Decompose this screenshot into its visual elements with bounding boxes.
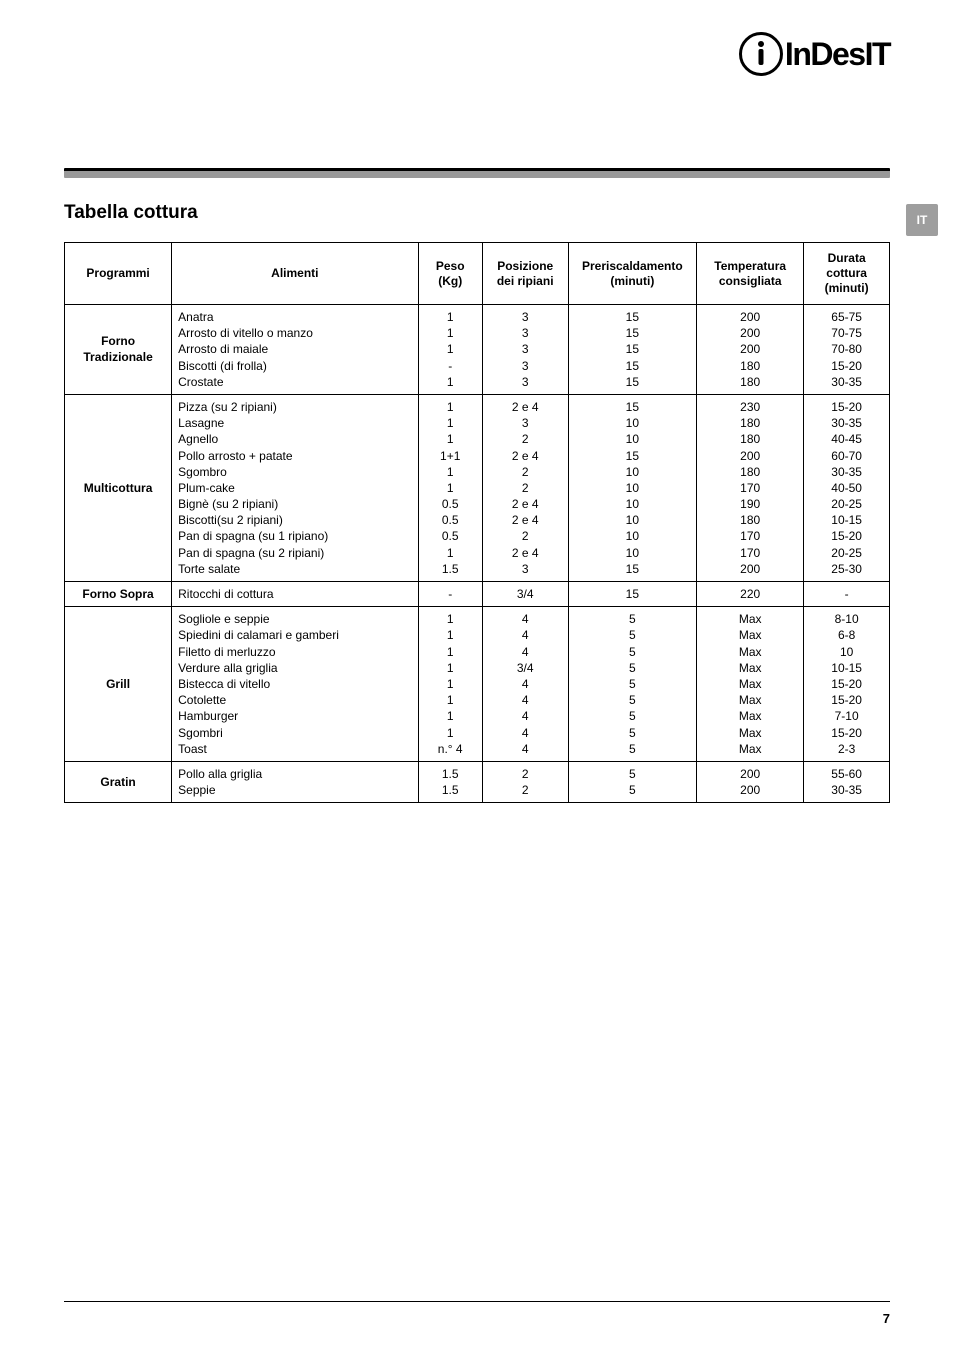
- alimenti-cell: Pizza (su 2 ripiani) Lasagne Agnello Pol…: [172, 394, 418, 581]
- durata-cell: 15-20 30-35 40-45 60-70 30-35 40-50 20-2…: [804, 394, 890, 581]
- top-rule: [64, 168, 890, 178]
- alimenti-cell: Pollo alla griglia Seppie: [172, 761, 418, 802]
- cooking-table: Programmi Alimenti Peso (Kg) Posizione d…: [64, 242, 890, 803]
- alimenti-cell: Sogliole e seppie Spiedini di calamari e…: [172, 607, 418, 762]
- header-durata: Durata cottura (minuti): [804, 243, 890, 305]
- table-row: Forno TradizionaleAnatra Arrosto di vite…: [65, 305, 890, 395]
- header-peso: Peso (Kg): [418, 243, 482, 305]
- bottom-rule: [64, 1301, 890, 1302]
- preriscaldamento-cell: 5 5 5 5 5 5 5 5 5: [568, 607, 697, 762]
- table-row: Forno SopraRitocchi di cottura-3/415220-: [65, 582, 890, 607]
- peso-cell: 1 1 1 1+1 1 1 0.5 0.5 0.5 1 1.5: [418, 394, 482, 581]
- preriscaldamento-cell: 15: [568, 582, 697, 607]
- posizione-cell: 2 e 4 3 2 2 e 4 2 2 2 e 4 2 e 4 2 2 e 4 …: [482, 394, 568, 581]
- posizione-cell: 4 4 4 3/4 4 4 4 4 4: [482, 607, 568, 762]
- preriscaldamento-cell: 15 10 10 15 10 10 10 10 10 10 15: [568, 394, 697, 581]
- program-cell: Grill: [65, 607, 172, 762]
- header-alimenti: Alimenti: [172, 243, 418, 305]
- section-title: Tabella cottura: [64, 202, 890, 224]
- durata-cell: 8-10 6-8 10 10-15 15-20 15-20 7-10 15-20…: [804, 607, 890, 762]
- header-programmi: Programmi: [65, 243, 172, 305]
- preriscaldamento-cell: 15 15 15 15 15: [568, 305, 697, 395]
- program-cell: Gratin: [65, 761, 172, 802]
- brand-name: InDesIT: [785, 36, 890, 73]
- table-row: GrillSogliole e seppie Spiedini di calam…: [65, 607, 890, 762]
- durata-cell: 55-60 30-35: [804, 761, 890, 802]
- language-tab: IT: [906, 204, 938, 236]
- table-row: GratinPollo alla griglia Seppie1.5 1.52 …: [65, 761, 890, 802]
- table-row: MulticotturaPizza (su 2 ripiani) Lasagne…: [65, 394, 890, 581]
- temperatura-cell: Max Max Max Max Max Max Max Max Max: [697, 607, 804, 762]
- peso-cell: 1.5 1.5: [418, 761, 482, 802]
- temperatura-cell: 230 180 180 200 180 170 190 180 170 170 …: [697, 394, 804, 581]
- posizione-cell: 2 2: [482, 761, 568, 802]
- temperatura-cell: 220: [697, 582, 804, 607]
- page: InDesIT IT Tabella cottura Programmi Ali…: [0, 0, 954, 1350]
- durata-cell: -: [804, 582, 890, 607]
- alimenti-cell: Ritocchi di cottura: [172, 582, 418, 607]
- alimenti-cell: Anatra Arrosto di vitello o manzo Arrost…: [172, 305, 418, 395]
- header-preriscaldamento: Preriscaldamento (minuti): [568, 243, 697, 305]
- brand-logo: InDesIT: [739, 32, 890, 76]
- page-number: 7: [883, 1311, 890, 1326]
- header-temperatura: Temperatura consigliata: [697, 243, 804, 305]
- peso-cell: 1 1 1 1 1 1 1 1 n.° 4: [418, 607, 482, 762]
- durata-cell: 65-75 70-75 70-80 15-20 30-35: [804, 305, 890, 395]
- peso-cell: -: [418, 582, 482, 607]
- posizione-cell: 3/4: [482, 582, 568, 607]
- program-cell: Forno Sopra: [65, 582, 172, 607]
- table-header-row: Programmi Alimenti Peso (Kg) Posizione d…: [65, 243, 890, 305]
- posizione-cell: 3 3 3 3 3: [482, 305, 568, 395]
- preriscaldamento-cell: 5 5: [568, 761, 697, 802]
- header-posizione: Posizione dei ripiani: [482, 243, 568, 305]
- program-cell: Forno Tradizionale: [65, 305, 172, 395]
- temperatura-cell: 200 200: [697, 761, 804, 802]
- logo-icon: [739, 32, 783, 76]
- temperatura-cell: 200 200 200 180 180: [697, 305, 804, 395]
- program-cell: Multicottura: [65, 394, 172, 581]
- peso-cell: 1 1 1 - 1: [418, 305, 482, 395]
